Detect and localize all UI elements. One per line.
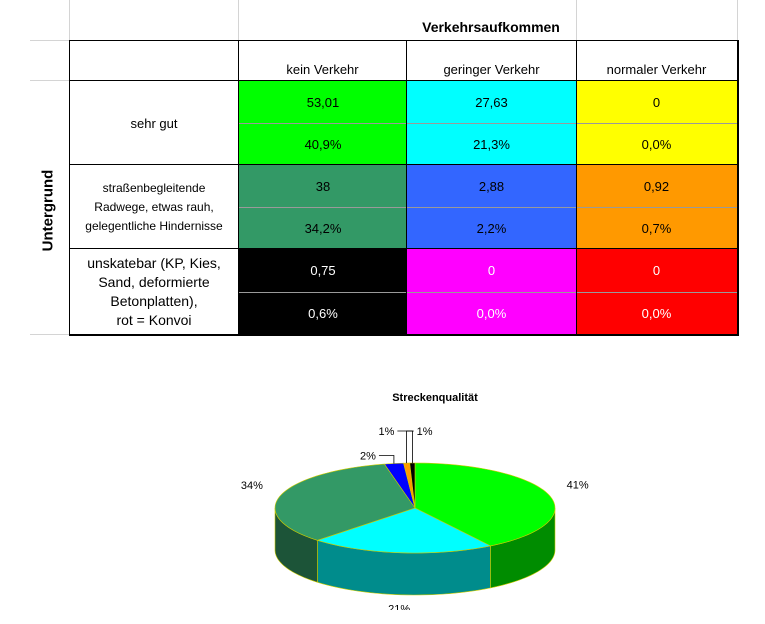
pie-slice <box>414 462 556 547</box>
side-header-untergrund: Untergrund <box>39 169 57 251</box>
percent-cell: 0,0% <box>407 292 576 335</box>
grid-line <box>576 0 577 40</box>
pie-slice <box>274 463 416 541</box>
pie-data-label: 1% <box>378 426 394 438</box>
row-label-unskatebar: unskatebar (KP, Kies, Sand, deformierte … <box>87 255 221 328</box>
row-label-radwege: straßenbegleitende Radwege, etwas rauh, … <box>85 180 223 233</box>
percent-cell: 0,7% <box>576 207 737 249</box>
value-cell: 0 <box>407 249 576 292</box>
cell-divider <box>239 123 737 124</box>
grid-line <box>30 40 70 41</box>
chart-title: Streckenqualität <box>392 392 478 404</box>
pie-data-label: 2% <box>360 451 376 463</box>
value-cell: 0 <box>576 249 737 292</box>
percent-cell: 34,2% <box>239 207 407 249</box>
cell-divider <box>239 207 737 208</box>
percent-cell: 21,3% <box>407 123 576 165</box>
pie-chart: Streckenqualität 41% 21% 34% 2% 1% 1% <box>241 392 589 610</box>
value-cell: 0,92 <box>576 165 737 207</box>
table-border <box>576 40 577 336</box>
grid-line <box>238 0 239 40</box>
table-border <box>69 164 738 165</box>
table-border <box>69 40 70 336</box>
value-cell: 27,63 <box>407 81 576 123</box>
pie-data-label: 21% <box>388 604 410 610</box>
pie-data-label: 1% <box>417 426 433 438</box>
cell-divider <box>239 292 737 293</box>
grid-line <box>69 0 70 40</box>
value-cell: 0 <box>576 81 737 123</box>
table-border <box>737 40 739 336</box>
table-border <box>69 80 738 81</box>
leader-line <box>397 430 413 463</box>
row-label-sehr-gut: sehr gut <box>130 115 178 131</box>
percent-cell: 0,0% <box>576 123 737 165</box>
percent-cell: 0,6% <box>239 292 407 335</box>
value-cell: 0,75 <box>239 249 407 292</box>
super-header: Verkehrsaufkommen <box>422 19 560 35</box>
table-border <box>69 334 738 336</box>
grid-line <box>737 0 738 40</box>
table-border <box>69 248 738 249</box>
grid-line <box>30 80 70 81</box>
value-cell: 2,88 <box>407 165 576 207</box>
pie-slice <box>409 462 416 509</box>
pie-slice <box>383 462 416 509</box>
table-border <box>406 40 407 336</box>
column-header-geringer-verkehr: geringer Verkehr <box>443 61 540 77</box>
percent-cell: 0,0% <box>576 292 737 335</box>
leader-line <box>378 455 395 464</box>
percent-cell: 40,9% <box>239 123 407 165</box>
pie-data-label: 34% <box>241 480 263 492</box>
grid-line <box>30 334 70 335</box>
value-cell: 53,01 <box>239 81 407 123</box>
table-border <box>69 40 738 41</box>
table-border <box>238 40 239 336</box>
percent-cell: 2,2% <box>407 207 576 249</box>
column-header-normaler-verkehr: normaler Verkehr <box>606 61 707 77</box>
value-cell: 38 <box>239 165 407 207</box>
pie-slice <box>316 507 492 554</box>
pie-data-label: 41% <box>567 480 589 492</box>
column-header-kein-verkehr: kein Verkehr <box>286 61 359 77</box>
